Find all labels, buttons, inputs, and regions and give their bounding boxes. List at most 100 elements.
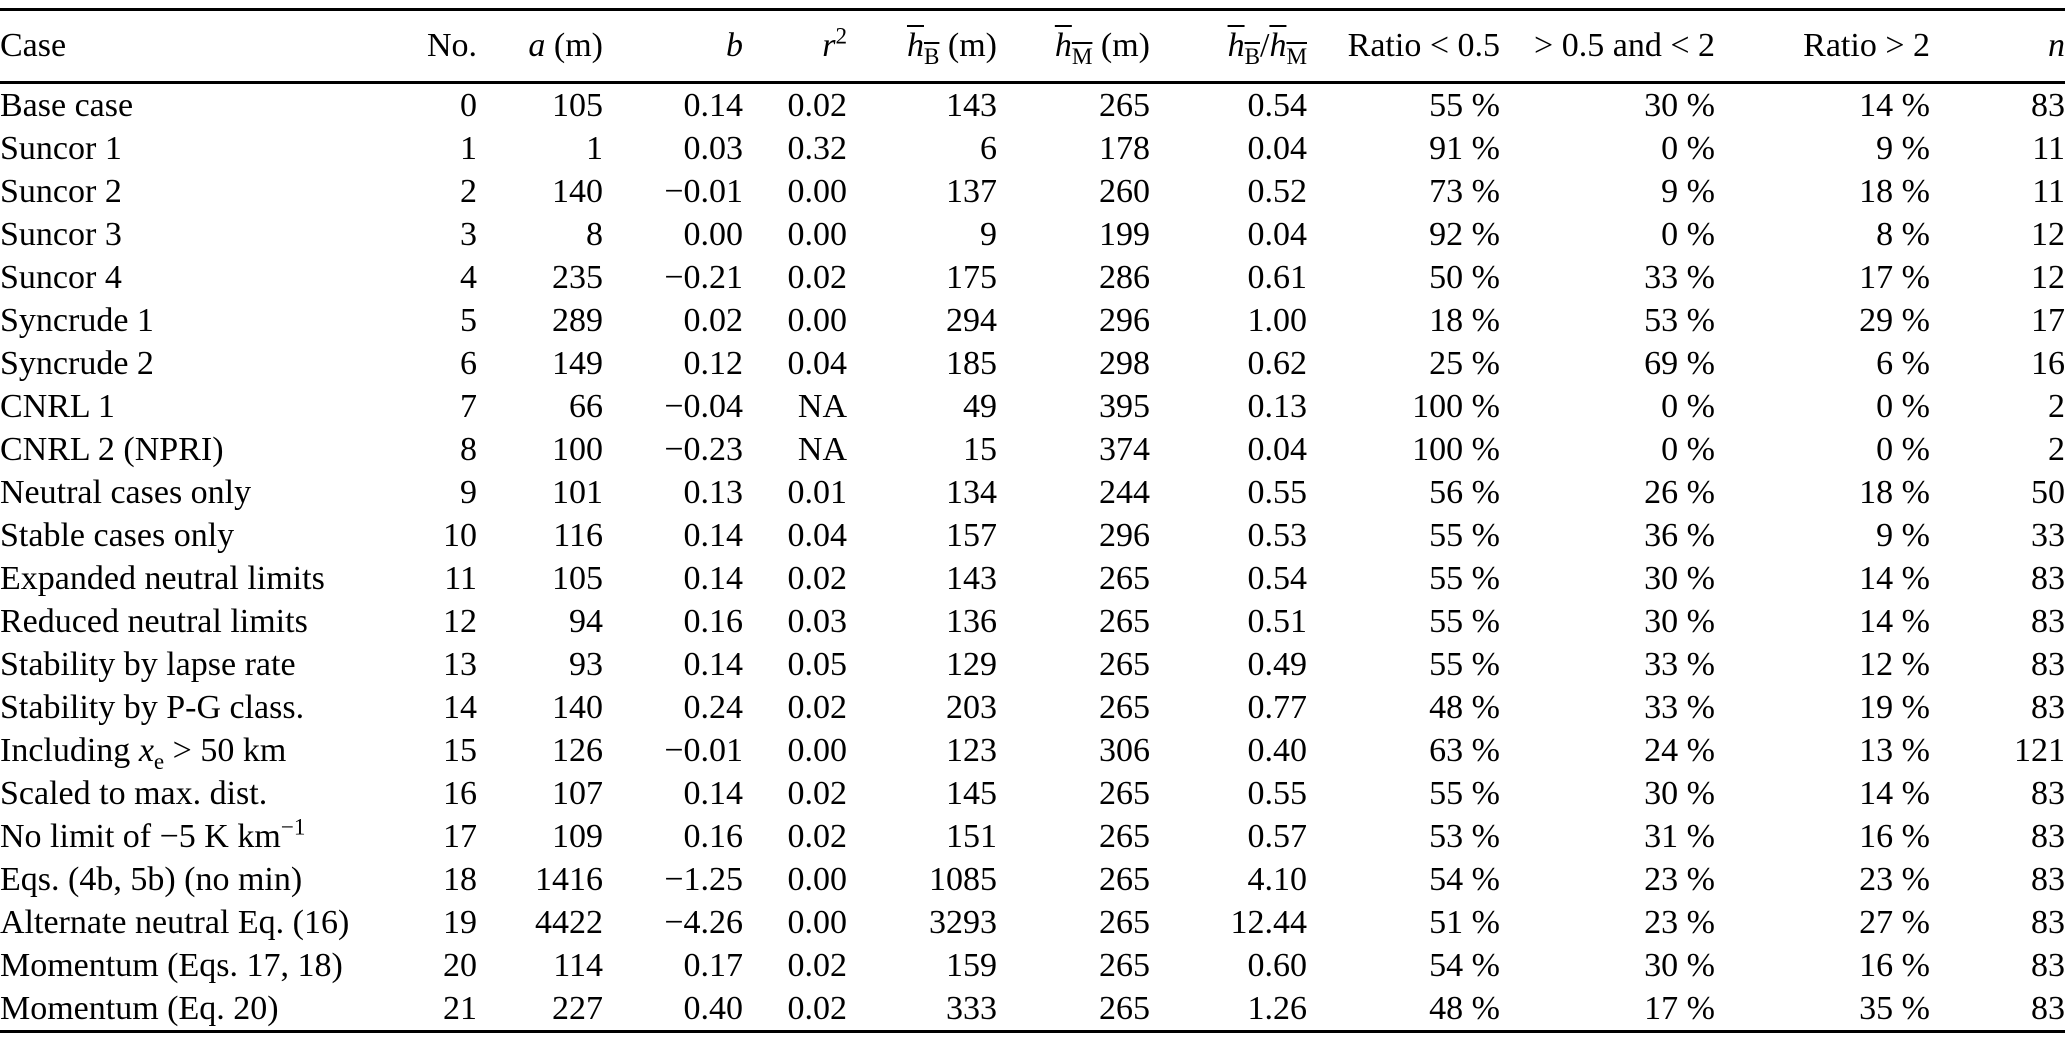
cell-gt2: 14 % xyxy=(1859,774,1930,812)
cell-no: 19 xyxy=(443,903,477,941)
table-row: Expanded neutral limits 11 105 0.14 0.02 143 2… xyxy=(0,557,2065,600)
cell-hm: 265 xyxy=(1099,817,1150,855)
cell-case: Suncor 3 xyxy=(0,215,122,253)
cell-lt05: 51 % xyxy=(1429,903,1500,941)
table-row: Eqs. (4b, 5b) (no min) 18 1416 −1.25 0.00 108… xyxy=(0,858,2065,901)
cell-hbhm: 1.00 xyxy=(1247,301,1308,339)
cell-hm: 244 xyxy=(1099,473,1150,511)
cell-lt05: 63 % xyxy=(1429,731,1500,769)
cell-r2: 0.02 xyxy=(787,559,848,597)
cell-b: 0.14 xyxy=(683,774,744,812)
cell-no: 6 xyxy=(460,344,477,382)
cell-case: Scaled to max. dist. xyxy=(0,774,268,812)
cell-mid: 69 % xyxy=(1644,344,1715,382)
cell-b: 0.17 xyxy=(683,946,744,984)
cell-r2: 0.02 xyxy=(787,989,848,1027)
cell-hm: 296 xyxy=(1099,301,1150,339)
table-row: CNRL 1 7 66 −0.04 NA 49 395 0.13 100 % 0 % 0 % 2 xyxy=(0,385,2065,428)
table-row: Reduced neutral limits 12 94 0.16 0.03 136 265… xyxy=(0,600,2065,643)
cell-lt05: 55 % xyxy=(1429,774,1500,812)
cell-b: −0.01 xyxy=(664,731,743,769)
table-header-row: Case No. a (m) b r2 hB (m) hM (m) hB/hM Ratio < … xyxy=(0,9,2065,84)
cell-hbhm: 0.77 xyxy=(1247,688,1308,726)
cell-r2: 0.02 xyxy=(787,688,848,726)
cell-a: 149 xyxy=(552,344,603,382)
cell-hm: 265 xyxy=(1099,559,1150,597)
cell-r2: 0.00 xyxy=(787,172,848,210)
column-header-b: b xyxy=(603,9,743,84)
cell-mid: 9 % xyxy=(1661,172,1715,210)
cell-mid: 0 % xyxy=(1661,129,1715,167)
cell-a: 1416 xyxy=(535,860,603,898)
cell-n: 2 xyxy=(2048,387,2065,425)
cell-no: 1 xyxy=(460,129,477,167)
cell-no: 21 xyxy=(443,989,477,1027)
column-header-mid: > 0.5 and < 2 xyxy=(1500,9,1715,84)
column-header-gt2: Ratio > 2 xyxy=(1715,9,1930,84)
cell-lt05: 55 % xyxy=(1429,645,1500,683)
table-row: Suncor 3 3 8 0.00 0.00 9 199 0.04 92 % 0 % 8 % 12 xyxy=(0,213,2065,256)
table-row: Syncrude 1 5 289 0.02 0.00 294 296 1.00 18 % 53 %… xyxy=(0,299,2065,342)
cell-n: 121 xyxy=(2014,731,2065,769)
cell-mid: 30 % xyxy=(1644,86,1715,124)
cell-gt2: 23 % xyxy=(1859,860,1930,898)
cell-n: 83 xyxy=(2031,688,2065,726)
cell-mid: 30 % xyxy=(1644,559,1715,597)
cell-mid: 0 % xyxy=(1661,215,1715,253)
cell-hb: 143 xyxy=(946,86,997,124)
cell-n: 83 xyxy=(2031,602,2065,640)
cell-b: 0.14 xyxy=(683,645,744,683)
cell-hm: 374 xyxy=(1099,430,1150,468)
cell-case: Reduced neutral limits xyxy=(0,602,308,640)
column-header-n: n xyxy=(1930,9,2065,84)
cell-hbhm: 0.51 xyxy=(1247,602,1308,640)
cell-gt2: 13 % xyxy=(1859,731,1930,769)
cell-hb: 6 xyxy=(980,129,997,167)
column-header-hm: hM (m) xyxy=(997,9,1150,84)
cell-gt2: 14 % xyxy=(1859,559,1930,597)
cell-hb: 137 xyxy=(946,172,997,210)
cell-mid: 30 % xyxy=(1644,602,1715,640)
cell-r2: 0.02 xyxy=(787,86,848,124)
cell-no: 20 xyxy=(443,946,477,984)
cell-a: 289 xyxy=(552,301,603,339)
cell-hb: 15 xyxy=(963,430,997,468)
cell-r2: NA xyxy=(797,430,847,468)
cell-case: Including xe > 50 km xyxy=(0,731,287,772)
cell-hm: 199 xyxy=(1099,215,1150,253)
cell-a: 66 xyxy=(569,387,603,425)
cell-hm: 265 xyxy=(1099,774,1150,812)
cell-r2: 0.00 xyxy=(787,860,848,898)
cell-case: CNRL 1 xyxy=(0,387,115,425)
cell-b: 0.00 xyxy=(683,215,744,253)
cell-a: 100 xyxy=(552,430,603,468)
table-body: Base case 0 105 0.14 0.02 143 265 0.54 55 % 30 % 1… xyxy=(0,83,2065,1032)
cell-hb: 123 xyxy=(946,731,997,769)
cell-lt05: 48 % xyxy=(1429,989,1500,1027)
cell-lt05: 91 % xyxy=(1429,129,1500,167)
cell-b: −0.04 xyxy=(664,387,743,425)
cell-n: 83 xyxy=(2031,989,2065,1027)
table-row: Alternate neutral Eq. (16) 19 4422 −4.26 0.0… xyxy=(0,901,2065,944)
cell-n: 12 xyxy=(2031,215,2065,253)
cell-hbhm: 12.44 xyxy=(1230,903,1308,941)
cell-hbhm: 0.55 xyxy=(1247,473,1308,511)
cell-r2: 0.00 xyxy=(787,731,848,769)
cell-mid: 31 % xyxy=(1644,817,1715,855)
cell-n: 12 xyxy=(2031,258,2065,296)
table-row: No limit of −5 K km−1 17 109 0.16 0.02 151 265… xyxy=(0,815,2065,858)
cell-lt05: 48 % xyxy=(1429,688,1500,726)
cell-r2: 0.04 xyxy=(787,344,848,382)
cell-hbhm: 0.52 xyxy=(1247,172,1308,210)
cell-hb: 3293 xyxy=(929,903,997,941)
cell-no: 4 xyxy=(460,258,477,296)
cell-n: 83 xyxy=(2031,860,2065,898)
cell-no: 11 xyxy=(444,559,477,597)
cell-no: 8 xyxy=(460,430,477,468)
cell-a: 1 xyxy=(586,129,603,167)
cell-no: 17 xyxy=(443,817,477,855)
table-row: Suncor 1 1 1 0.03 0.32 6 178 0.04 91 % 0 % 9 % 11 xyxy=(0,127,2065,170)
cell-gt2: 29 % xyxy=(1859,301,1930,339)
cell-b: 0.14 xyxy=(683,516,744,554)
cell-n: 83 xyxy=(2031,559,2065,597)
